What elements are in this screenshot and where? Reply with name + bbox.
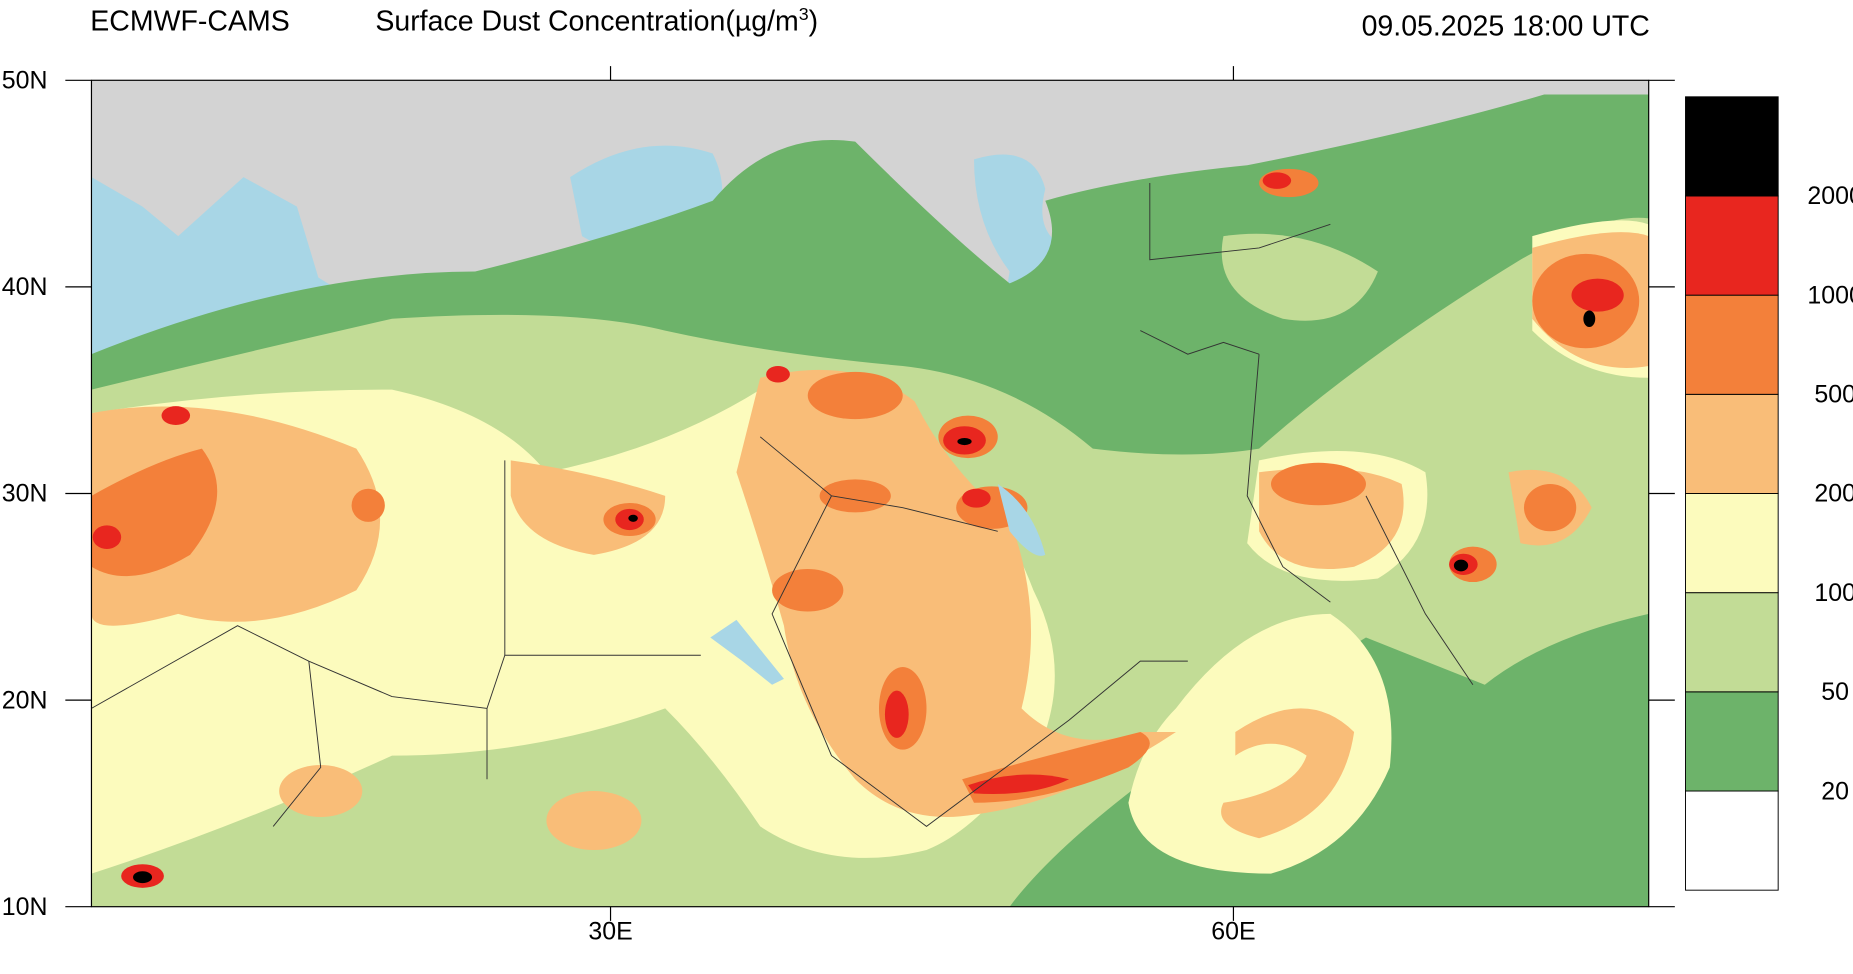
colorbar-box — [1685, 691, 1779, 792]
map-title: Surface Dust Concentration(µg/m3) — [375, 4, 818, 38]
colorbar-box — [1685, 790, 1779, 891]
x-tick-label: 30E — [588, 918, 632, 946]
x-tick-label: 60E — [1211, 918, 1255, 946]
colorbar-box — [1685, 493, 1779, 594]
y-tick-label: 50N — [2, 67, 48, 95]
colorbar-label: 2000 — [1807, 182, 1853, 210]
colorbar-label: 200 — [1814, 480, 1853, 508]
colorbar-label: 100 — [1814, 579, 1853, 607]
y-tick-label: 40N — [2, 273, 48, 301]
y-tick-label: 10N — [2, 893, 48, 921]
map-area — [91, 80, 1649, 907]
colorbar-box — [1685, 195, 1779, 296]
valid-time: 09.05.2025 18:00 UTC — [1362, 10, 1650, 42]
product-name: ECMWF-CAMS — [90, 6, 289, 38]
title-close: ) — [809, 6, 818, 38]
colorbar-label: 500 — [1814, 381, 1853, 409]
title-text: Surface Dust Concentration(µg/m — [375, 6, 798, 38]
colorbar-box — [1685, 393, 1779, 494]
y-tick-label: 20N — [2, 686, 48, 714]
colorbar: 20 50 100 200 500 1000 2000 — [1685, 96, 1853, 891]
axes: 30E 60E 10N 20N 30N 40N 50N — [2, 66, 1675, 946]
colorbar-label: 50 — [1821, 678, 1849, 706]
colorbar-box — [1685, 592, 1779, 693]
colorbar-label: 20 — [1821, 777, 1849, 805]
title-superscript: 3 — [799, 4, 809, 24]
colorbar-box — [1685, 96, 1779, 197]
colorbar-box — [1685, 294, 1779, 395]
colorbar-label: 1000 — [1807, 281, 1853, 309]
y-tick-label: 30N — [2, 480, 48, 508]
